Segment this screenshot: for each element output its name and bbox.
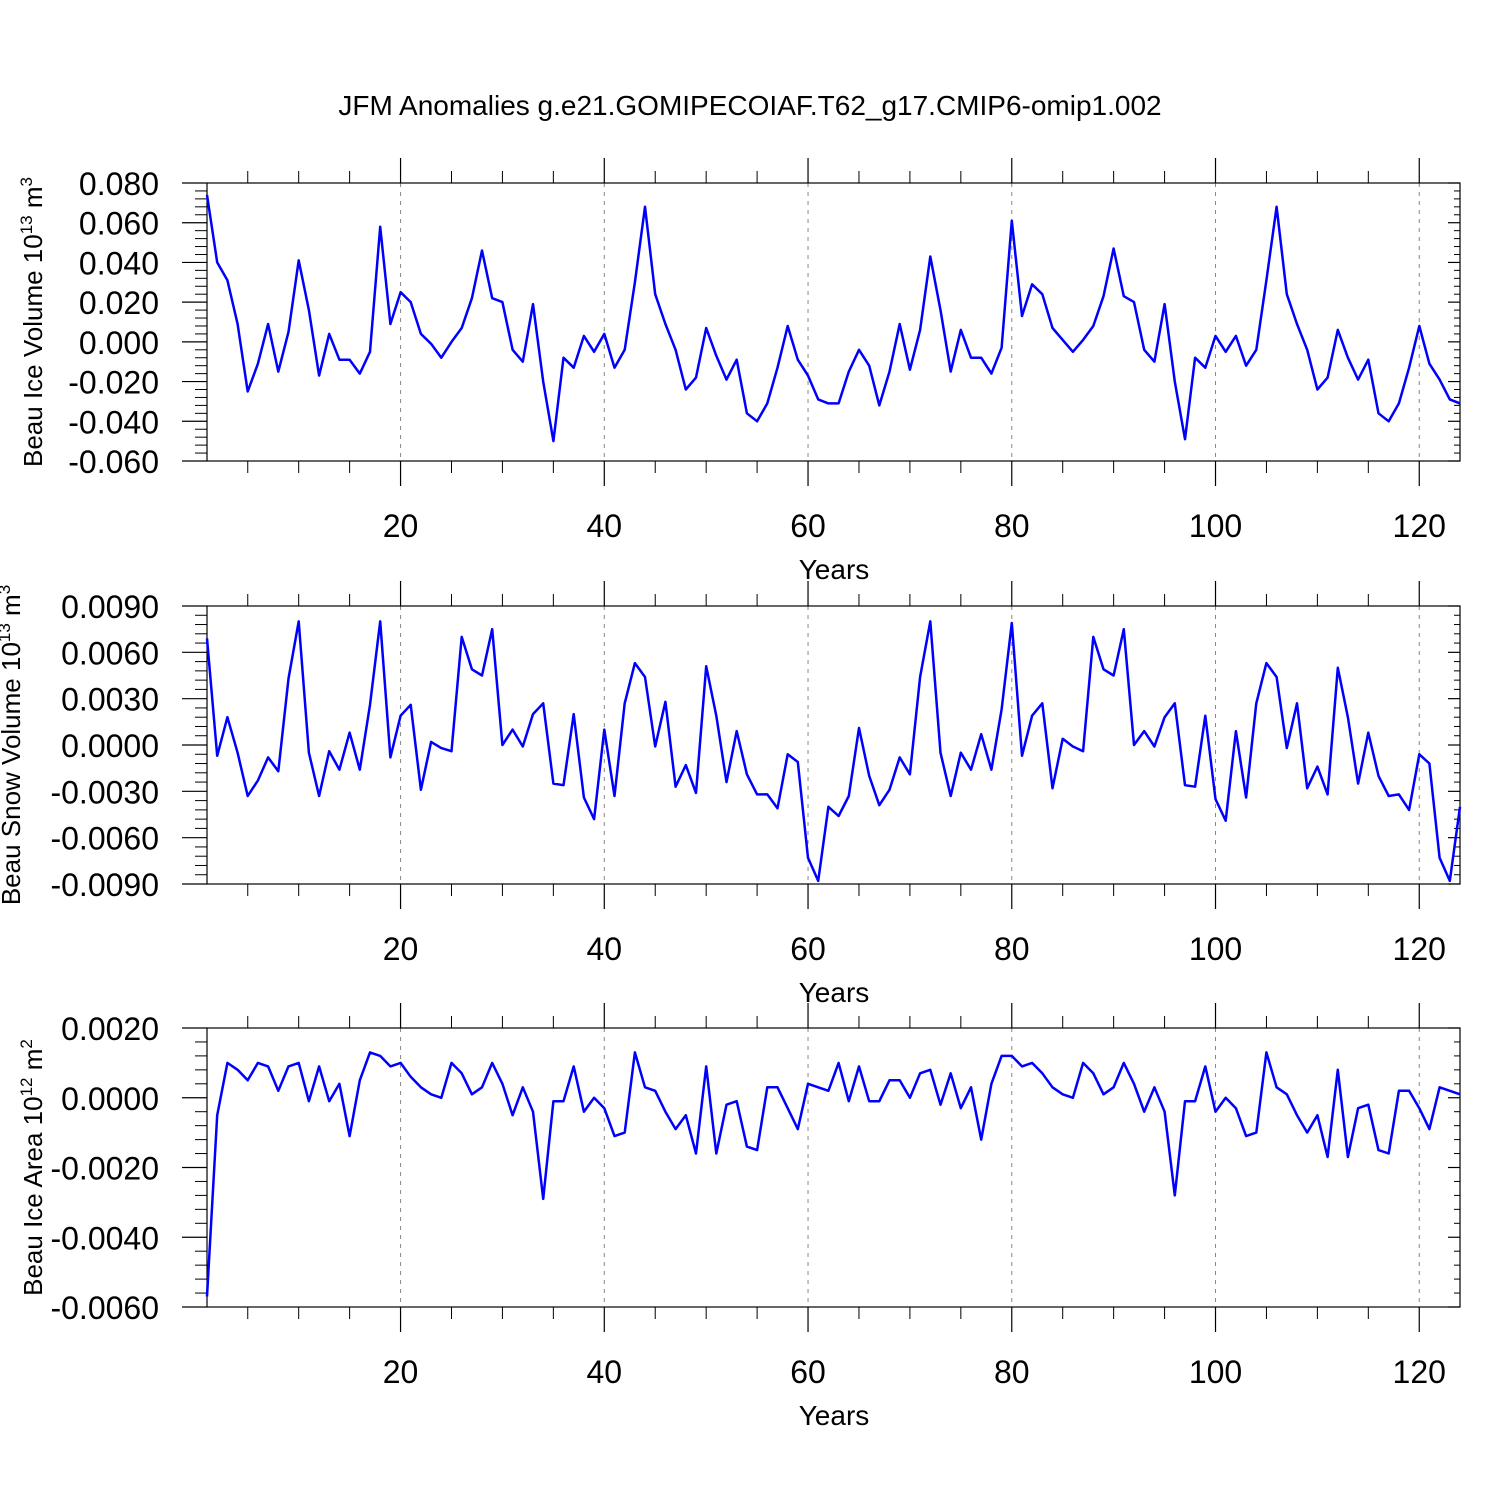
chart-title: JFM Anomalies g.e21.GOMIPECOIAF.T62_g17.…: [338, 90, 1162, 121]
x-tick-label: 80: [994, 931, 1030, 967]
y-tick-label: -0.0020: [50, 1151, 159, 1187]
y-tick-label: -0.0060: [50, 821, 159, 857]
series-line-beau-snow-volume: [205, 620, 1462, 883]
x-axis-label: Years: [799, 1400, 870, 1431]
y-tick-label: 0.0060: [61, 635, 159, 671]
x-tick-label: 60: [790, 508, 826, 544]
x-tick-label: 60: [790, 1354, 826, 1390]
x-tick-label: 80: [994, 508, 1030, 544]
y-tick-label: 0.0030: [61, 682, 159, 718]
y-tick-label: -0.0090: [50, 867, 159, 903]
series-line-beau-ice-area: [205, 1051, 1461, 1297]
y-tick-label: 0.0090: [61, 589, 159, 625]
y-tick-label: 0.0000: [61, 728, 159, 764]
y-tick-label: -0.0030: [50, 774, 159, 810]
series-line-beau-ice-volume: [205, 194, 1461, 443]
x-tick-label: 20: [383, 1354, 419, 1390]
x-tick-label: 120: [1393, 931, 1446, 967]
x-tick-label: 40: [586, 931, 622, 967]
x-tick-label: 100: [1189, 1354, 1242, 1390]
x-tick-label: 20: [383, 931, 419, 967]
y-tick-label: -0.0060: [50, 1290, 159, 1326]
y-tick-label: 0.000: [79, 325, 159, 361]
panel-snow-volume: -0.0090 -0.0060 -0.0030 0.0000 0.0030 0.0060 0…: [0, 581, 1462, 1008]
x-tick-label: 120: [1393, 508, 1446, 544]
plot-frame: [206, 182, 1461, 462]
y-tick-label: -0.060: [68, 444, 159, 480]
plot-frame: [206, 605, 1461, 885]
panel-ice-area: -0.0060 -0.0040 -0.0020 0.0000 0.0020 20 40 60 8…: [17, 1003, 1461, 1431]
y-tick-label: 0.080: [79, 166, 159, 202]
x-tick-label: 120: [1393, 1354, 1446, 1390]
x-axis-label: Years: [799, 977, 870, 1008]
x-tick-label: 100: [1189, 508, 1242, 544]
x-axis-label: Years: [799, 554, 870, 585]
y-tick-label: 0.020: [79, 285, 159, 321]
y-axis-label: Beau Ice Area 1012 m2: [17, 1039, 48, 1296]
x-tick-label: 80: [994, 1354, 1030, 1390]
x-tick-label: 40: [586, 1354, 622, 1390]
y-tick-label: 0.0000: [61, 1081, 159, 1117]
y-tick-label: 0.040: [79, 245, 159, 281]
y-tick-label: -0.040: [68, 404, 159, 440]
y-tick-label: 0.060: [79, 206, 159, 242]
y-axis-label: Beau Ice Volume 1013 m3: [17, 177, 48, 467]
y-tick-label: 0.0020: [61, 1011, 159, 1047]
x-tick-label: 60: [790, 931, 826, 967]
x-tick-label: 40: [586, 508, 622, 544]
y-tick-label: -0.0040: [50, 1220, 159, 1256]
x-tick-label: 100: [1189, 931, 1242, 967]
y-tick-label: -0.020: [68, 365, 159, 401]
x-tick-label: 20: [383, 508, 419, 544]
y-axis-label: Beau Snow Volume 1013 m3: [0, 585, 26, 905]
